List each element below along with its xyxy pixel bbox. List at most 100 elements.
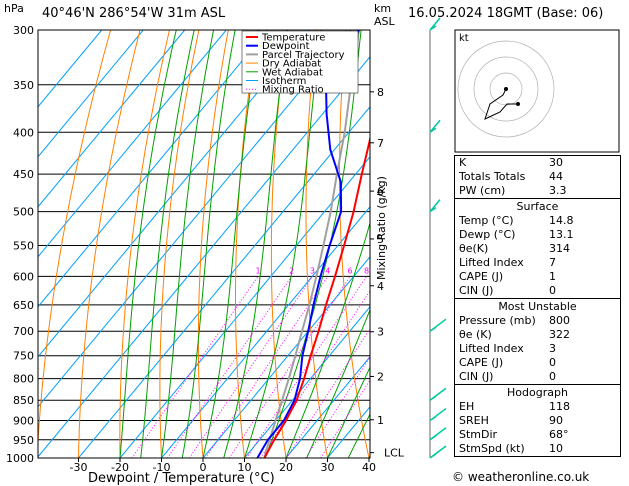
hodograph-key: StmSpd (kt) <box>459 442 525 455</box>
storm-motion-dot <box>516 102 520 106</box>
mixing-ratio-label: 8 <box>364 266 369 275</box>
temperature-tick-label: -30 <box>70 461 88 474</box>
index-key: K <box>459 156 467 169</box>
dry-adiabat-line <box>78 30 141 458</box>
index-row: Totals Totals 44 <box>455 170 620 184</box>
mixing-ratio-line <box>131 276 259 458</box>
plot-frame <box>37 29 371 459</box>
wind-barb <box>429 427 447 441</box>
datetime-header: 16.05.2024 18GMT (Base: 06) <box>408 6 604 21</box>
km-tick-label: 8 <box>377 86 384 99</box>
pressure-tick-label: 700 <box>13 325 34 338</box>
most-unstable-value: 800 <box>549 314 570 327</box>
most-unstable-row: CAPE (J) 0 <box>455 356 620 370</box>
temperature-tick-label: -20 <box>111 461 129 474</box>
hodograph: kt <box>454 29 620 153</box>
surface-key: Dewp (°C) <box>459 228 516 241</box>
surface-value: 14.8 <box>549 214 574 227</box>
wind-barb <box>429 445 447 459</box>
mixing-ratio-label: 1 <box>256 266 261 275</box>
dry-adiabat-line <box>38 30 112 450</box>
km-tick-label: 3 <box>377 326 384 339</box>
most-unstable-key: CIN (J) <box>459 370 494 383</box>
surface-value: 1 <box>549 270 556 283</box>
dry-adiabat-line <box>270 30 288 458</box>
most-unstable-value: 0 <box>549 370 556 383</box>
pressure-tick-label: 1000 <box>6 452 34 465</box>
isotherm-line <box>38 30 227 258</box>
x-axis-label: Dewpoint / Temperature (°C) <box>88 471 275 486</box>
hodograph-row: StmDir 68° <box>455 428 620 442</box>
copyright-text: © weatheronline.co.uk <box>452 470 590 484</box>
most-unstable-value: 0 <box>549 356 556 369</box>
surface-key: CAPE (J) <box>459 270 504 283</box>
parcel-trajectory-line <box>263 30 360 458</box>
index-value: 30 <box>549 156 563 169</box>
mixing-ratio-label: 2 <box>289 266 294 275</box>
most-unstable-row: θe (K) 322 <box>455 328 620 342</box>
pressure-tick-label: 550 <box>13 239 34 252</box>
km-tick-label: 4 <box>377 280 384 293</box>
wet-adiabat-line <box>223 30 289 458</box>
wind-barb <box>429 17 441 31</box>
mixing-ratio-line <box>188 276 313 458</box>
most-unstable-key: θe (K) <box>459 328 492 341</box>
mixing-ratio-axis-label: Mixing Ratio (g/kg) <box>375 176 388 280</box>
pressure-tick-label: 300 <box>13 24 34 37</box>
isotherm-line <box>38 30 186 208</box>
surface-key: Temp (°C) <box>459 214 514 227</box>
hodograph-value: 90 <box>549 414 563 427</box>
pressure-tick-label: 850 <box>13 394 34 407</box>
index-value: 44 <box>549 170 563 183</box>
surface-key: CIN (J) <box>459 284 494 297</box>
pressure-tick-label: 800 <box>13 373 34 386</box>
surface-key: Lifted Index <box>459 256 524 269</box>
hodograph-origin <box>504 87 508 91</box>
legend-frame <box>241 30 359 94</box>
pressure-tick-label: 650 <box>13 299 34 312</box>
index-key: PW (cm) <box>459 184 506 197</box>
temperature-tick-label: -10 <box>153 461 171 474</box>
surface-row: Lifted Index 7 <box>455 256 620 270</box>
surface-row: Dewp (°C) 13.1 <box>455 228 620 242</box>
surface-row: θe(K) 314 <box>455 242 620 256</box>
wet-adiabat-line <box>264 30 362 458</box>
wind-barb <box>429 407 447 422</box>
legend-label: Temperature <box>261 33 325 44</box>
wet-adiabat-line <box>285 221 370 458</box>
legend-label: Mixing Ratio <box>262 85 324 96</box>
wet-adiabat-line <box>244 30 322 458</box>
isotherm-line <box>38 30 103 108</box>
index-value: 3.3 <box>549 184 567 197</box>
most-unstable-row: CIN (J) 0 <box>455 370 620 384</box>
dry-adiabat-line <box>339 30 370 458</box>
pressure-tick-label: 950 <box>13 434 34 447</box>
mixing-ratio-label: 20 <box>417 266 427 275</box>
isotherm-line <box>78 106 370 458</box>
legend-label: Isotherm <box>262 76 306 87</box>
wind-barb <box>429 387 447 401</box>
mixing-ratio-label: 25 <box>431 266 441 275</box>
pressure-tick-label: 500 <box>13 206 34 219</box>
hodograph-frame <box>454 29 620 153</box>
wet-adiabat-line <box>161 30 215 458</box>
dry-adiabat-line <box>159 30 200 458</box>
pressure-tick-label: 900 <box>13 415 34 428</box>
index-row: PW (cm) 3.3 <box>455 184 620 198</box>
index-key: Totals Totals <box>459 170 526 183</box>
temperature-line <box>263 135 370 458</box>
wet-adiabat-line <box>119 30 177 458</box>
hodograph-ring <box>457 40 555 138</box>
dry-adiabat-line <box>119 30 170 458</box>
surface-value: 7 <box>549 256 556 269</box>
hodograph-table-title: Hodograph <box>455 384 620 400</box>
km-tick-label: 2 <box>377 370 384 383</box>
hodograph-row: SREH 90 <box>455 414 620 428</box>
hodograph-trace <box>484 88 518 120</box>
hodograph-row: StmSpd (kt) 10 <box>455 442 620 456</box>
km-tick-label: LCL <box>384 447 405 460</box>
dry-adiabat-line <box>404 30 453 458</box>
wind-barbs <box>429 17 447 459</box>
